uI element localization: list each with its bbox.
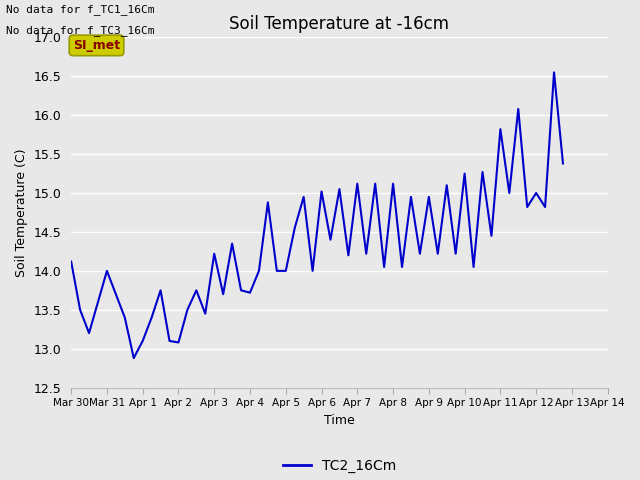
Text: No data for f_TC3_16Cm: No data for f_TC3_16Cm — [6, 25, 155, 36]
Text: SI_met: SI_met — [73, 39, 120, 52]
X-axis label: Time: Time — [324, 414, 355, 427]
Title: Soil Temperature at -16cm: Soil Temperature at -16cm — [229, 15, 449, 33]
Legend: TC2_16Cm: TC2_16Cm — [277, 454, 401, 479]
Text: No data for f_TC1_16Cm: No data for f_TC1_16Cm — [6, 4, 155, 14]
Y-axis label: Soil Temperature (C): Soil Temperature (C) — [15, 148, 28, 277]
